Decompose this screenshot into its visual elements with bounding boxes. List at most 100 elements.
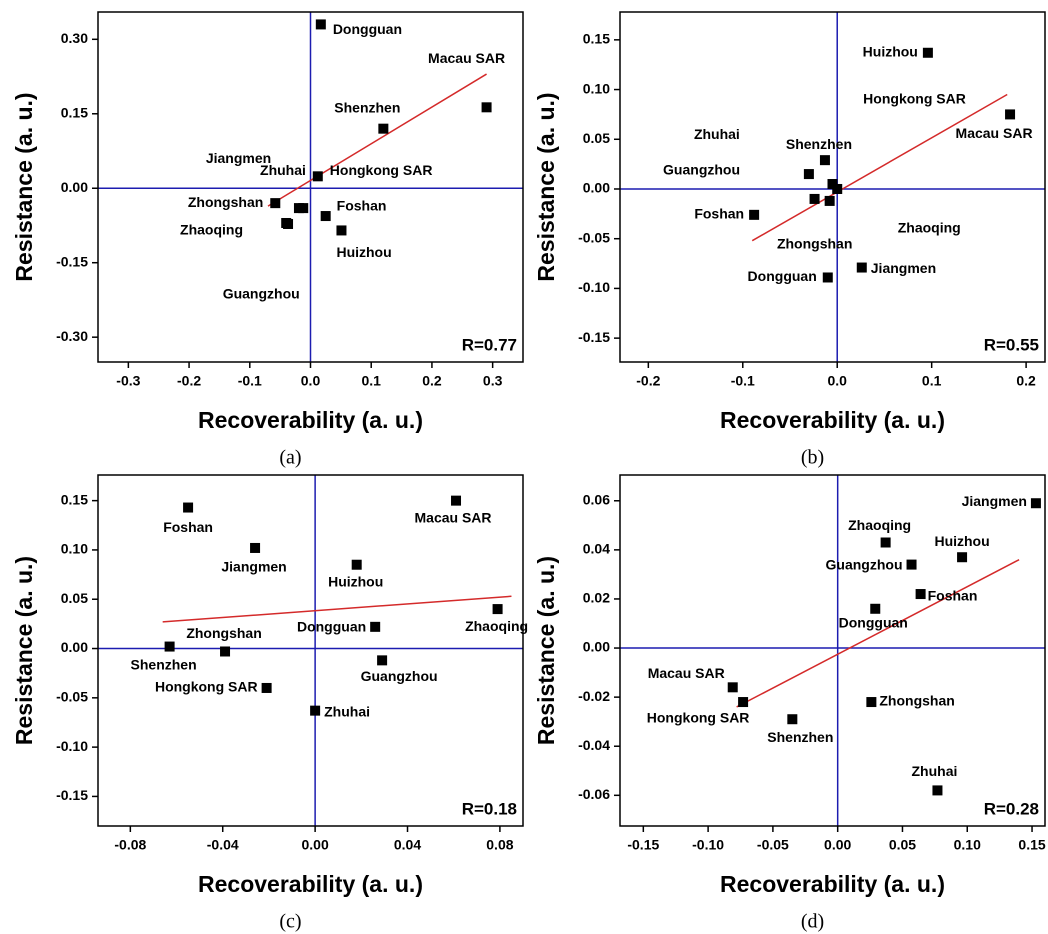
annotation: R=0.18 (462, 799, 517, 818)
point-label: Zhongshan (186, 625, 261, 641)
point (880, 537, 891, 548)
point-label: Macau SAR (428, 50, 505, 66)
point (922, 47, 933, 58)
x-axis-label: Recoverability (a. u.) (720, 871, 945, 897)
point-label: Guangzhou (361, 668, 438, 684)
point-label: Dongguan (839, 614, 908, 630)
point (957, 552, 968, 563)
x-tick-label: 0.1 (922, 373, 942, 389)
point (866, 697, 877, 708)
point (749, 209, 760, 220)
point (822, 272, 833, 283)
y-axis-label: Resistance (a. u.) (533, 556, 559, 745)
point (312, 171, 323, 182)
point-label: Zhaoqing (898, 220, 961, 236)
point (377, 655, 388, 666)
point (856, 262, 867, 273)
point-label: Zhongshan (777, 236, 852, 252)
fit-line (162, 595, 512, 623)
point (803, 169, 814, 180)
y-tick-label: 0.00 (61, 639, 88, 655)
point-label: Zhongshan (879, 693, 954, 709)
y-tick-label: -0.05 (56, 689, 88, 705)
panel-label: (c) (279, 911, 301, 933)
point-label: Jiangmen (871, 260, 936, 276)
point-label: Hongkong SAR (647, 710, 750, 726)
point-label: Zhuhai (324, 703, 370, 719)
point-label: Guangzhou (663, 162, 740, 178)
y-tick-label: 0.05 (61, 590, 88, 606)
x-axis-label: Recoverability (a. u.) (198, 407, 423, 433)
x-tick-label: 0.0 (301, 373, 321, 389)
point-label: Foshan (928, 588, 978, 604)
x-tick-label: -0.2 (636, 373, 660, 389)
x-tick-label: -0.1 (238, 373, 262, 389)
y-tick-label: -0.10 (56, 738, 88, 754)
x-tick-label: 0.0 (827, 373, 847, 389)
point-label: Dongguan (333, 21, 402, 37)
x-tick-label: -0.10 (692, 837, 724, 853)
plot-frame (97, 474, 524, 827)
point-label: Hongkong SAR (155, 679, 258, 695)
y-tick-label: -0.30 (56, 328, 88, 344)
x-axis-label: Recoverability (a. u.) (198, 871, 423, 897)
annotation: R=0.55 (984, 335, 1039, 354)
x-tick-label: -0.15 (627, 837, 659, 853)
point (870, 603, 881, 614)
point (351, 559, 362, 570)
y-tick-label: 0.10 (61, 541, 88, 557)
point-label: Macau SAR (956, 125, 1033, 141)
point-label: Zhongshan (188, 194, 263, 210)
y-tick-label: 0.05 (583, 130, 610, 146)
point-label: Dongguan (297, 619, 366, 635)
fit-line (751, 93, 1008, 242)
y-axis-label: Resistance (a. u.) (533, 92, 559, 281)
point-label: Huizhou (934, 533, 989, 549)
y-tick-label: 0.00 (61, 179, 88, 195)
point-label: Jiangmen (962, 493, 1027, 509)
point (492, 604, 503, 615)
point (915, 589, 926, 600)
point (451, 495, 462, 506)
y-tick-label: 0.02 (583, 590, 610, 606)
fit-line (267, 73, 487, 207)
x-tick-label: 0.00 (301, 837, 328, 853)
point-label: Shenzhen (334, 99, 400, 115)
x-tick-label: 0.05 (889, 837, 916, 853)
plot-frame (619, 11, 1046, 363)
point (738, 697, 749, 708)
point-label: Jiangmen (221, 559, 286, 575)
x-tick-label: -0.05 (757, 837, 789, 853)
x-tick-label: 0.15 (1018, 837, 1045, 853)
annotation: R=0.28 (984, 799, 1039, 818)
y-tick-label: -0.05 (578, 229, 610, 245)
point-label: Guangzhou (223, 286, 300, 302)
x-tick-label: -0.08 (114, 837, 146, 853)
point-label: Shenzhen (767, 729, 833, 745)
x-tick-label: 0.2 (1016, 373, 1036, 389)
point-label: Jiangmen (206, 150, 271, 166)
x-tick-label: -0.2 (177, 373, 201, 389)
y-tick-label: 0.15 (61, 104, 88, 120)
point (832, 183, 843, 194)
point (281, 217, 292, 228)
x-axis-label: Recoverability (a. u.) (720, 407, 945, 433)
point-label: Huizhou (336, 244, 391, 260)
x-tick-label: -0.04 (207, 837, 239, 853)
point (787, 714, 798, 725)
y-tick-label: 0.00 (583, 639, 610, 655)
fit-line (736, 559, 1020, 708)
point (906, 559, 917, 570)
point-label: Hongkong SAR (330, 162, 433, 178)
x-tick-label: 0.1 (361, 373, 381, 389)
panel-label: (b) (801, 447, 824, 469)
point (220, 646, 231, 657)
y-axis-label: Resistance (a. u.) (11, 556, 37, 745)
point-label: Huizhou (328, 573, 383, 589)
point (315, 19, 326, 30)
x-tick-label: 0.08 (486, 837, 513, 853)
y-tick-label: 0.04 (583, 541, 610, 557)
y-tick-label: 0.10 (583, 80, 610, 96)
y-tick-label: -0.15 (56, 787, 88, 803)
plot-frame (619, 474, 1046, 827)
